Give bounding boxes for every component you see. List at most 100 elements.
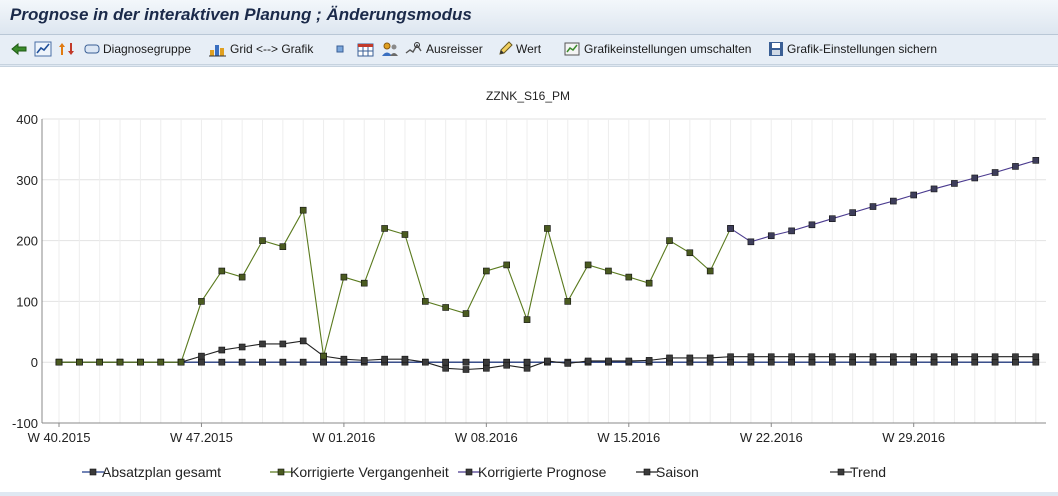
data-point-saison: [523, 364, 531, 372]
data-point-saison: [564, 360, 572, 367]
legend-marker-saison: [643, 468, 651, 476]
value-button[interactable]: Wert: [497, 39, 541, 59]
data-point-saison: [645, 357, 653, 364]
data-point-vergangenheit: [686, 249, 694, 257]
data-point-saison: [238, 343, 246, 351]
data-point-vergangenheit: [523, 316, 531, 323]
data-point-saison: [1012, 353, 1019, 361]
data-point-saison: [767, 353, 775, 361]
data-point-absatzplan: [727, 358, 734, 366]
legend-label-vergangenheit: Korrigierte Vergangenheit: [290, 464, 449, 480]
data-point-vergangenheit: [462, 310, 470, 317]
data-point-absatzplan: [238, 358, 246, 366]
back-arrow-icon: [10, 41, 28, 57]
application-toolbar: Diagnosegruppe Grid <--> Grafik Ausreiss…: [0, 35, 1058, 65]
outlier-icon: [405, 41, 423, 57]
data-point-absatzplan: [767, 358, 775, 366]
data-point-absatzplan: [198, 358, 205, 366]
diagnose-group-label: Diagnosegruppe: [103, 42, 192, 56]
data-point-vergangenheit: [381, 225, 388, 232]
data-point-vergangenheit: [706, 267, 714, 275]
data-point-prognose: [788, 227, 795, 235]
x-tick-label: W 40.2015: [28, 430, 91, 445]
data-point-vergangenheit: [503, 261, 511, 269]
data-point-saison: [991, 353, 999, 361]
data-point-absatzplan: [218, 358, 226, 366]
people-button[interactable]: [381, 39, 399, 59]
grid-chart-toggle-button[interactable]: Grid <--> Grafik: [209, 39, 313, 59]
x-tick-label: W 22.2016: [740, 430, 803, 445]
data-point-vergangenheit: [340, 273, 348, 281]
line-chart-button[interactable]: [34, 39, 52, 59]
value-label: Wert: [516, 42, 542, 56]
data-point-vergangenheit: [76, 358, 83, 366]
data-point-absatzplan: [808, 358, 816, 366]
pencil-icon: [497, 41, 513, 57]
data-point-prognose: [951, 180, 958, 187]
data-point-saison: [706, 354, 714, 362]
data-point-absatzplan: [910, 358, 918, 366]
data-point-saison: [930, 353, 938, 361]
sort-button[interactable]: [58, 39, 76, 59]
legend-label-saison: Saison: [656, 464, 699, 480]
save-disk-icon: [768, 41, 784, 57]
data-point-saison: [381, 355, 388, 363]
diagnose-group-button[interactable]: Diagnosegruppe: [84, 39, 191, 59]
data-point-vergangenheit: [625, 273, 633, 281]
data-point-saison: [788, 353, 795, 361]
data-point-saison: [299, 337, 307, 345]
title-bar: Prognose in der interaktiven Planung ; Ä…: [0, 0, 1058, 35]
save-graphic-settings-button[interactable]: Grafik-Einstellungen sichern: [768, 39, 937, 59]
y-tick-label: 300: [16, 173, 38, 188]
data-point-vergangenheit: [177, 358, 185, 366]
small-square-button[interactable]: [334, 39, 346, 59]
x-tick-label: W 08.2016: [455, 430, 518, 445]
data-point-saison: [401, 355, 409, 363]
data-point-absatzplan: [299, 358, 307, 366]
line-chart-icon: [34, 41, 52, 57]
data-point-saison: [483, 364, 490, 372]
data-point-prognose: [727, 225, 734, 232]
small-square-icon: [334, 42, 346, 56]
data-point-saison: [869, 353, 877, 361]
chart-title: ZZNK_S16_PM: [486, 89, 570, 103]
data-point-saison: [666, 354, 673, 362]
legend-label-prognose: Korrigierte Prognose: [478, 464, 607, 480]
data-point-absatzplan: [991, 358, 999, 366]
data-point-prognose: [930, 185, 938, 193]
data-point-saison: [218, 346, 226, 354]
data-point-saison: [503, 361, 511, 369]
data-point-vergangenheit: [666, 237, 673, 244]
grid-chart-toggle-icon: [209, 41, 227, 57]
back-button[interactable]: [10, 39, 28, 59]
data-point-vergangenheit: [218, 267, 226, 275]
data-point-saison: [1032, 353, 1040, 361]
data-point-absatzplan: [1012, 358, 1019, 366]
data-point-prognose: [767, 232, 775, 240]
data-point-absatzplan: [930, 358, 938, 366]
people-icon: [381, 41, 399, 57]
data-point-saison: [421, 358, 429, 366]
data-point-saison: [747, 353, 755, 361]
window-title: Prognose in der interaktiven Planung ; Ä…: [10, 5, 472, 24]
y-tick-label: 100: [16, 294, 38, 309]
data-point-absatzplan: [828, 358, 836, 366]
outlier-button[interactable]: Ausreisser: [405, 39, 483, 59]
legend-marker-absatzplan: [89, 468, 97, 476]
data-point-vergangenheit: [401, 231, 409, 238]
toggle-graphic-settings-button[interactable]: Grafikeinstellungen umschalten: [563, 39, 751, 59]
legend-label-absatzplan: Absatzplan gesamt: [102, 464, 221, 480]
data-point-prognose: [910, 191, 918, 199]
data-point-saison: [828, 353, 836, 361]
data-point-vergangenheit: [238, 273, 246, 281]
calendar-table-button[interactable]: [357, 39, 375, 59]
data-point-saison: [686, 354, 694, 362]
data-point-saison: [462, 366, 470, 373]
chart-grid: [42, 118, 1046, 424]
data-point-absatzplan: [869, 358, 877, 366]
data-point-absatzplan: [788, 358, 795, 366]
y-tick-label: 400: [16, 112, 38, 127]
sort-arrows-icon: [58, 41, 76, 57]
data-point-vergangenheit: [157, 358, 165, 366]
data-point-absatzplan: [523, 358, 531, 366]
